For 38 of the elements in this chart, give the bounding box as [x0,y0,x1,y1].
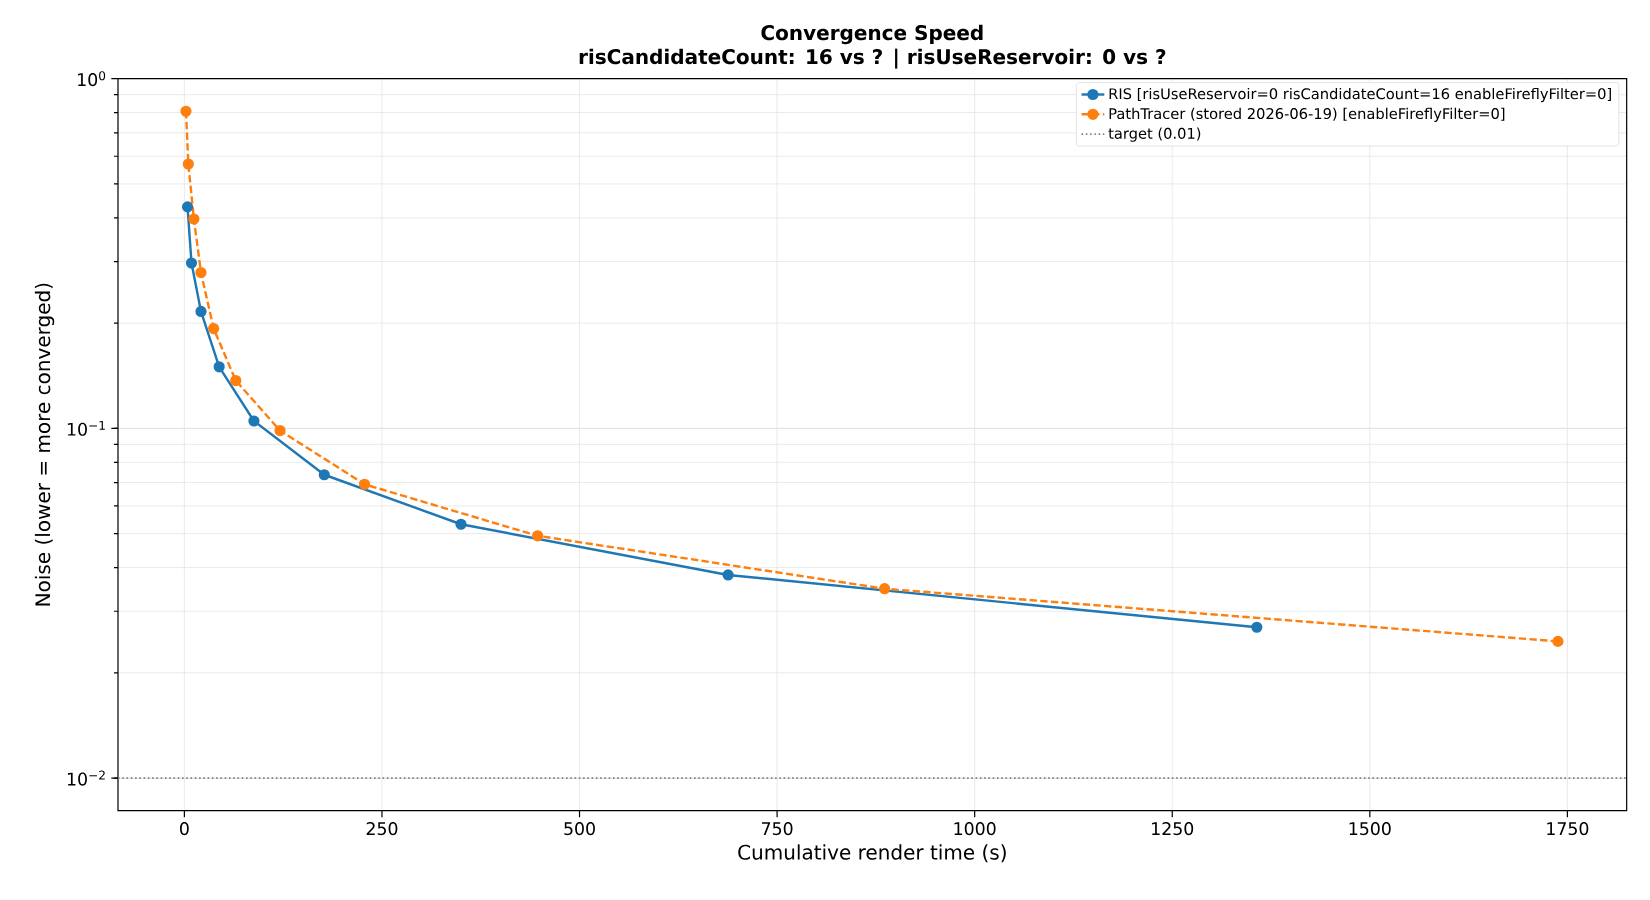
chart-title: Convergence Speed [761,24,983,45]
point [195,305,207,318]
y-tick-label: 10$^{0}$ [78,71,106,87]
point [195,266,207,279]
y-tick-label: 10$^{−2}$ [67,770,105,786]
legend-label: target (0.01) [1108,127,1201,142]
chart-subtitle: risCandidateCount: 16 vs ? | risUseReservoir: 0 vs ? [579,48,1166,69]
x-tick-label: 1000 [954,822,996,836]
point [274,424,286,437]
point [185,257,198,269]
point [318,469,330,481]
x-axis-title: Cumulative render time (s) [738,844,1006,863]
point [181,201,194,213]
point [878,583,891,595]
point [532,530,544,542]
point [1251,621,1263,633]
point [248,415,260,427]
x-tick-label: 750 [761,822,793,836]
legend-label: PathTracer (stored 2026-06-19) [enableFireflyFilter=0] [1109,107,1505,122]
x-tick-label: 1500 [1349,822,1391,836]
point [188,213,200,225]
legend-label: RIS [risUseReservoir=0 risCandidateCount=16 enableFireflyFilter=0] [1109,87,1611,103]
point [1552,635,1564,647]
point [358,478,371,490]
point [180,105,192,117]
y-tick-label: 10$^{−1}$ [67,420,105,436]
point [213,361,225,373]
x-tick-label: 500 [564,822,595,836]
x-tick-label: 1250 [1152,822,1194,836]
x-tick-label: 1750 [1547,822,1589,836]
point [455,518,467,530]
point [230,374,242,387]
point [182,158,194,170]
y-axis-title: Noise (lower = more converged) [34,283,55,606]
point [208,322,220,335]
point [722,569,734,581]
x-tick-label: 0 [180,822,189,836]
x-tick-label: 250 [366,822,398,836]
